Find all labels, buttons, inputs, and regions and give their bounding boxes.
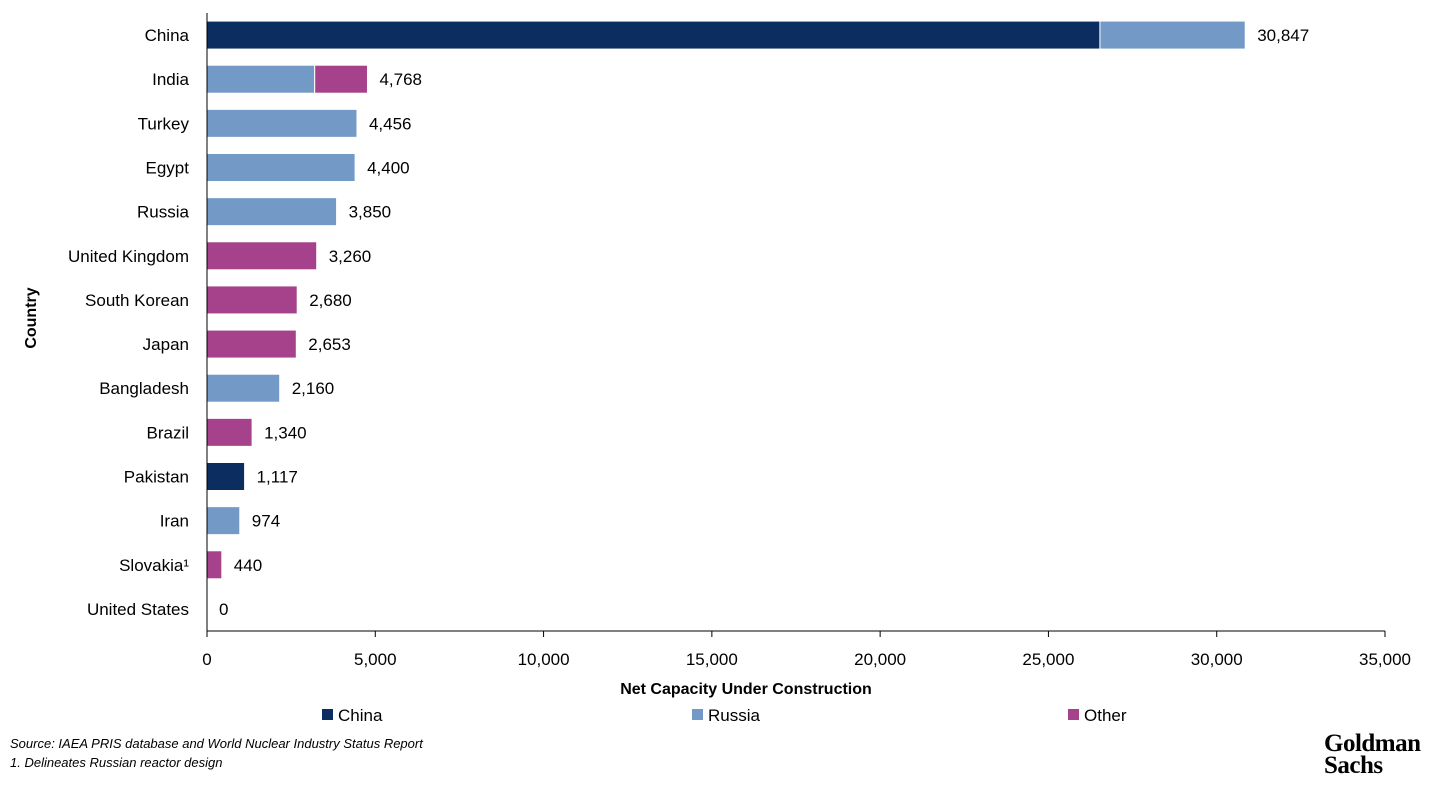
category-label: India — [152, 70, 189, 89]
bar-other — [314, 64, 368, 94]
bar-russia — [206, 197, 338, 227]
footnote: 1. Delineates Russian reactor design — [10, 755, 223, 770]
data-label: 30,847 — [1257, 26, 1309, 45]
category-label: Bangladesh — [99, 379, 189, 398]
legend-swatch-china — [322, 709, 333, 720]
category-label: United Kingdom — [68, 247, 189, 266]
legend-swatch-russia — [692, 709, 703, 720]
bar-other — [206, 285, 298, 315]
bar-other — [206, 241, 318, 271]
x-tick-label: 0 — [202, 650, 211, 669]
legend-swatch-other — [1068, 709, 1079, 720]
bar-chart: China 30,847 India 4,768 Turkey 4,456 Egypt 4,4… — [23, 13, 1411, 725]
x-tick-label: 30,000 — [1191, 650, 1243, 669]
bar-russia — [206, 64, 316, 94]
category-label: China — [145, 26, 190, 45]
data-label: 4,400 — [367, 159, 410, 178]
x-tick-label: 20,000 — [854, 650, 906, 669]
bar-russia — [206, 108, 358, 138]
category-label: Slovakia¹ — [119, 556, 189, 575]
category-label: Iran — [160, 512, 189, 531]
x-tick-label: 5,000 — [354, 650, 397, 669]
category-label: Japan — [143, 335, 189, 354]
bar-other — [206, 329, 297, 359]
x-tick-label: 10,000 — [518, 650, 570, 669]
category-label: Russia — [137, 203, 190, 222]
data-label: 2,160 — [292, 379, 335, 398]
y-axis-title: Country — [23, 287, 40, 348]
bar-russia — [206, 153, 356, 182]
data-label: 4,456 — [369, 114, 412, 133]
bar-russia — [1099, 20, 1246, 50]
category-label: Pakistan — [124, 468, 189, 487]
bar-other — [206, 417, 253, 447]
x-tick-label: 35,000 — [1359, 650, 1411, 669]
data-label: 4,768 — [379, 70, 422, 89]
data-label: 1,117 — [257, 468, 298, 487]
data-label: 974 — [252, 512, 280, 531]
legend-label-other: Other — [1084, 706, 1127, 725]
category-label: Brazil — [146, 423, 189, 442]
data-label: 0 — [219, 600, 228, 619]
goldman-sachs-logo: Goldman Sachs — [1324, 730, 1421, 779]
data-label: 3,850 — [349, 203, 392, 222]
source-note: Source: IAEA PRIS database and World Nuc… — [10, 736, 423, 751]
x-axis-title: Net Capacity Under Construction — [620, 681, 872, 698]
data-label: 1,340 — [264, 423, 307, 442]
x-tick-label: 25,000 — [1022, 650, 1074, 669]
bar-china — [206, 20, 1101, 50]
bar-russia — [206, 506, 241, 536]
category-label: Turkey — [138, 114, 190, 133]
category-label: Egypt — [146, 159, 190, 178]
data-label: 440 — [234, 556, 262, 575]
category-label: United States — [87, 600, 189, 619]
data-label: 2,680 — [309, 291, 352, 310]
legend-label-russia: Russia — [708, 706, 761, 725]
data-label: 3,260 — [329, 247, 372, 266]
bar-russia — [206, 373, 281, 403]
legend-label-china: China — [338, 706, 383, 725]
data-label: 2,653 — [308, 335, 351, 354]
bar-china — [206, 462, 246, 491]
bar-other — [206, 550, 223, 580]
x-tick-label: 15,000 — [686, 650, 738, 669]
category-label: South Korean — [85, 291, 189, 310]
